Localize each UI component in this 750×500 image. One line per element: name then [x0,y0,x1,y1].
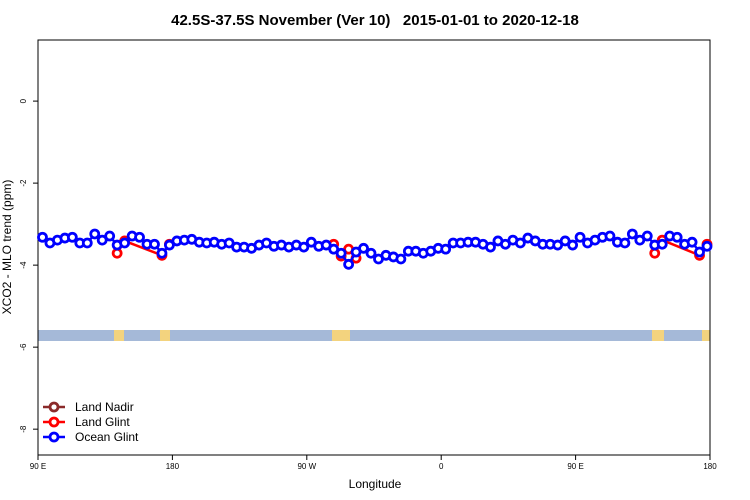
data-point [358,242,369,254]
data-point [89,228,101,240]
land-patch [160,330,170,341]
chart-title: 42.5S-37.5S November (Ver 10) 2015-01-01… [171,12,579,29]
data-point [149,238,160,250]
data-point [343,258,355,270]
data-point [686,236,698,248]
legend-label: Land Nadir [75,400,134,414]
x-tick-label: 90 E [567,462,583,471]
data-point [66,231,78,243]
data-point [656,238,668,250]
x-tick-label: 180 [703,462,717,471]
data-point [134,231,145,243]
data-point [514,237,526,249]
x-tick-label: 90 W [297,462,316,471]
data-point [119,237,131,249]
legend-label: Ocean Glint [75,430,139,444]
x-axis-label: Longitude [349,477,402,491]
y-tick-label: -6 [19,343,28,351]
land-patch [652,330,664,341]
land-patch [702,330,710,341]
data-point [485,241,496,253]
x-tick-label: 180 [166,462,180,471]
data-point [104,230,116,242]
legend-label: Land Glint [75,415,130,429]
land-patch [114,330,124,341]
surface-band [38,330,710,341]
data-point [111,247,123,259]
data-point [694,246,705,258]
y-tick-label: -4 [19,261,28,269]
data-point [574,231,586,243]
ocean-band [38,330,710,341]
data-point [298,241,310,253]
data-point [395,253,407,265]
legend-marker [48,401,60,413]
data-point [440,243,452,255]
data-point [81,237,93,249]
y-tick-label: 0 [19,98,28,103]
y-tick-label: -2 [19,179,28,187]
data-point [567,239,579,251]
data-point [701,240,713,252]
land-patch [332,330,350,341]
x-tick-label: 0 [439,462,444,471]
data-point [671,231,683,243]
data-point [649,247,661,259]
data-point [619,237,631,249]
data-point [156,247,168,259]
x-tick-label: 90 E [30,462,46,471]
data-point [37,231,48,243]
legend-marker [48,416,60,428]
y-axis-label: XCO2 - MLO trend (ppm) [0,180,14,315]
legend-marker [48,431,60,443]
data-point [626,228,638,240]
data-point [604,230,616,242]
y-tick-label: -8 [19,425,28,433]
data-point [641,230,653,242]
data-point [365,247,377,259]
data-point [335,247,347,259]
